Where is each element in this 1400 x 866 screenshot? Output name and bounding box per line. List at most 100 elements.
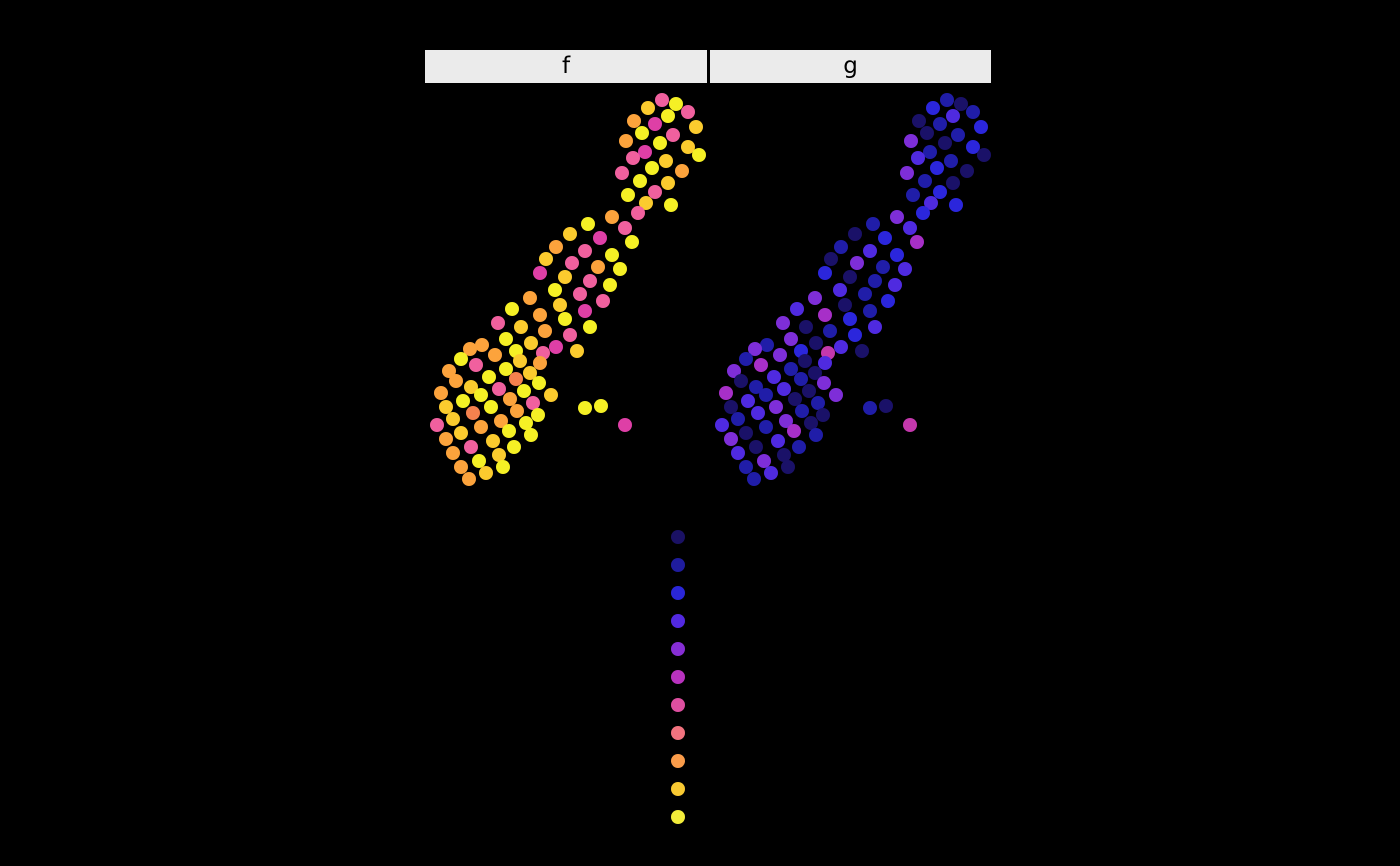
- data-point: [764, 466, 778, 480]
- data-point: [878, 231, 892, 245]
- data-point: [954, 97, 968, 111]
- data-point: [666, 128, 680, 142]
- data-point: [868, 274, 882, 288]
- data-point: [454, 460, 468, 474]
- data-point: [784, 332, 798, 346]
- data-point: [439, 432, 453, 446]
- data-point: [615, 166, 629, 180]
- data-point: [784, 362, 798, 376]
- data-point: [876, 260, 890, 274]
- data-point: [681, 105, 695, 119]
- data-point: [788, 392, 802, 406]
- legend-dot: [671, 614, 685, 628]
- data-point: [794, 372, 808, 386]
- data-point: [777, 382, 791, 396]
- data-point: [596, 294, 610, 308]
- data-point: [446, 412, 460, 426]
- data-point: [739, 426, 753, 440]
- data-point: [863, 401, 877, 415]
- data-point: [533, 308, 547, 322]
- data-point: [549, 240, 563, 254]
- data-point: [809, 428, 823, 442]
- data-point: [533, 266, 547, 280]
- data-point: [977, 148, 991, 162]
- data-point: [619, 134, 633, 148]
- data-point: [578, 244, 592, 258]
- data-point: [573, 287, 587, 301]
- data-point: [848, 227, 862, 241]
- data-point: [544, 388, 558, 402]
- data-point: [664, 198, 678, 212]
- legend-dot: [671, 782, 685, 796]
- data-point: [631, 206, 645, 220]
- data-point: [496, 460, 510, 474]
- data-point: [675, 164, 689, 178]
- data-point: [798, 354, 812, 368]
- data-point: [499, 362, 513, 376]
- data-point: [509, 372, 523, 386]
- data-point: [627, 114, 641, 128]
- data-point: [581, 217, 595, 231]
- data-point: [781, 460, 795, 474]
- data-point: [817, 376, 831, 390]
- data-point: [834, 340, 848, 354]
- data-point: [974, 120, 988, 134]
- data-point: [463, 342, 477, 356]
- data-point: [818, 356, 832, 370]
- data-point: [558, 270, 572, 284]
- data-point: [881, 294, 895, 308]
- data-point: [578, 401, 592, 415]
- data-point: [494, 414, 508, 428]
- data-point: [818, 308, 832, 322]
- data-point: [446, 446, 460, 460]
- data-point: [739, 352, 753, 366]
- data-point: [792, 440, 806, 454]
- data-point: [454, 352, 468, 366]
- legend-dot: [671, 586, 685, 600]
- data-point: [469, 358, 483, 372]
- data-point: [808, 366, 822, 380]
- data-point: [754, 358, 768, 372]
- data-point: [719, 386, 733, 400]
- data-point: [613, 262, 627, 276]
- data-point: [816, 408, 830, 422]
- data-point: [519, 416, 533, 430]
- legend-dot: [671, 698, 685, 712]
- data-point: [454, 426, 468, 440]
- data-point: [456, 394, 470, 408]
- data-point: [594, 399, 608, 413]
- data-point: [462, 472, 476, 486]
- data-point: [802, 384, 816, 398]
- data-point: [940, 93, 954, 107]
- legend-dot: [671, 558, 685, 572]
- legend-dot: [671, 670, 685, 684]
- data-point: [759, 420, 773, 434]
- data-point: [449, 374, 463, 388]
- data-point: [524, 336, 538, 350]
- data-point: [692, 148, 706, 162]
- data-point: [635, 126, 649, 140]
- data-point: [645, 161, 659, 175]
- data-point: [474, 388, 488, 402]
- data-point: [890, 210, 904, 224]
- data-point: [491, 316, 505, 330]
- data-point: [533, 356, 547, 370]
- data-point: [724, 432, 738, 446]
- data-point: [482, 370, 496, 384]
- data-point: [790, 302, 804, 316]
- data-point: [565, 256, 579, 270]
- legend-dot: [671, 530, 685, 544]
- data-point: [916, 206, 930, 220]
- data-point: [503, 392, 517, 406]
- facet-strip-g: g: [710, 50, 991, 83]
- data-point: [863, 304, 877, 318]
- data-point: [863, 244, 877, 258]
- data-point: [669, 97, 683, 111]
- data-point: [866, 217, 880, 231]
- data-point: [474, 420, 488, 434]
- data-point: [553, 298, 567, 312]
- facet-label-g: g: [843, 53, 858, 79]
- data-point: [769, 400, 783, 414]
- data-point: [946, 109, 960, 123]
